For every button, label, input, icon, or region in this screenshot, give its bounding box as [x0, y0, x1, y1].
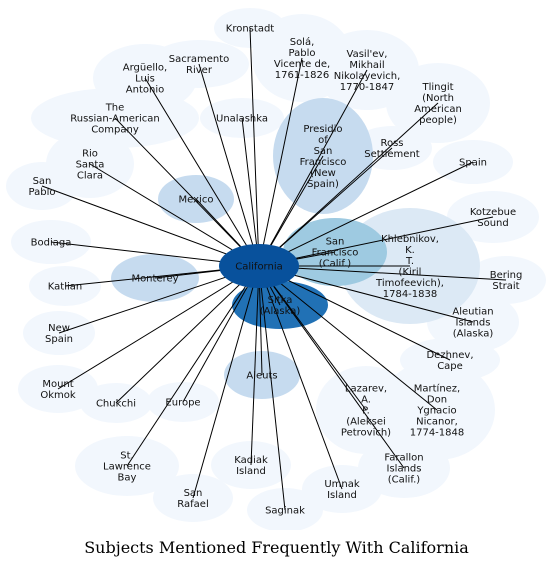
node-label-bering-strait: Bering Strait: [490, 270, 523, 292]
node-label-aleuts: Aleuts: [246, 371, 277, 382]
node-bubble-california: [219, 244, 299, 288]
edge-san-pablo: [41, 185, 260, 267]
node-label-russian-american-company: The Russian-American Company: [70, 103, 159, 136]
node-label-katlian: Katlian: [48, 282, 82, 293]
node-label-umnak-island: Umnak Island: [324, 479, 360, 501]
diagram-caption: Subjects Mentioned Frequently With Calif…: [84, 538, 469, 557]
edge-russian-american-company: [114, 117, 260, 267]
edge-tlingit: [258, 102, 439, 267]
edge-bering-strait: [258, 265, 507, 281]
edge-saginak: [258, 265, 286, 511]
edge-kronstadt: [249, 27, 260, 267]
node-label-dezhnev: Dezhnev, Cape: [426, 350, 473, 372]
edge-mount-okmok: [57, 265, 260, 390]
edge-farallon-islands: [258, 265, 405, 469]
node-label-arguello: Argüello, Luis Antonio: [123, 63, 167, 96]
node-label-mexico: Mexico: [179, 195, 214, 206]
edge-vasilev: [258, 69, 368, 267]
node-label-sacramento-river: Sacramento River: [169, 54, 229, 76]
node-label-san-pablo: San Pablo: [29, 176, 56, 198]
edge-kadiak-island: [250, 265, 260, 466]
node-label-ross-settlement: Ross Settlement: [364, 138, 420, 160]
edge-umnak-island: [258, 265, 343, 490]
edge-arguello: [144, 77, 260, 267]
edge-chukchi: [115, 265, 260, 404]
edge-rio-santa-clara: [89, 163, 260, 267]
edge-martinez: [258, 265, 438, 411]
node-label-san-francisco: San Francisco (Calif.): [312, 237, 359, 270]
node-label-spain: Spain: [459, 158, 487, 169]
node-label-martinez: Martínez, Don Ygnacio Nicanor, 1774-1848: [410, 383, 465, 439]
node-label-vasilev: Vasil'ev, Mikhail Nikolayevich, 1770-1847: [334, 49, 401, 93]
edge-spain: [258, 161, 474, 267]
node-label-khlebnikov: Khlebnikov, K. T. (Kiril Timofeevich), 1784-1…: [375, 234, 444, 300]
node-label-new-spain: New Spain: [45, 323, 73, 345]
edge-kotzebue-sound: [258, 216, 494, 267]
edge-st-lawrence-bay: [126, 265, 260, 467]
node-label-kadiak-island: Kadiak Island: [234, 455, 268, 477]
node-label-aleutian-islands: Aleutian Islands (Alaska): [452, 307, 493, 340]
node-label-lazarev: Lazarev, A. P. (Aleksei Petrovich): [341, 384, 391, 439]
edge-sola: [258, 57, 303, 267]
node-label-bodiaga: Bodiaga: [31, 238, 72, 249]
node-label-kronstadt: Kronstadt: [226, 24, 275, 35]
node-label-kotzebue-sound: Kotzebue Sound: [470, 207, 516, 229]
node-label-san-rafael: San Rafael: [177, 488, 208, 510]
node-label-sola: Solá, Pablo Vicente de, 1761-1826: [274, 36, 330, 81]
node-label-mount-okmok: Mount Okmok: [40, 379, 76, 401]
edge-ross-settlement: [258, 147, 393, 267]
node-label-presidio: Presidio of San Francisco (New Spain): [300, 124, 347, 190]
node-label-saginak: Saginak: [265, 506, 305, 517]
node-label-chukchi: Chukchi: [96, 399, 136, 410]
node-label-rio-santa-clara: Rio Santa Clara: [76, 149, 105, 182]
node-label-europe: Europe: [165, 398, 200, 409]
edges: [41, 27, 507, 511]
node-label-california: California: [235, 262, 283, 273]
edge-europe: [182, 265, 260, 403]
edge-unalashka: [241, 117, 260, 267]
node-label-unalashka: Unalashka: [216, 114, 268, 125]
node-label-monterey: Monterey: [131, 274, 178, 285]
node-label-sitka: Sitka (Alaska): [260, 295, 301, 317]
edge-sacramento-river: [198, 63, 260, 267]
node-label-st-lawrence-bay: St. Lawrence Bay: [103, 451, 151, 484]
node-label-farallon-islands: Farallon Islands (Calif.): [384, 453, 423, 486]
node-label-tlingit: Tlingit (North American people): [414, 82, 462, 126]
edge-san-rafael: [192, 265, 260, 499]
edge-dezhnev: [258, 265, 451, 361]
